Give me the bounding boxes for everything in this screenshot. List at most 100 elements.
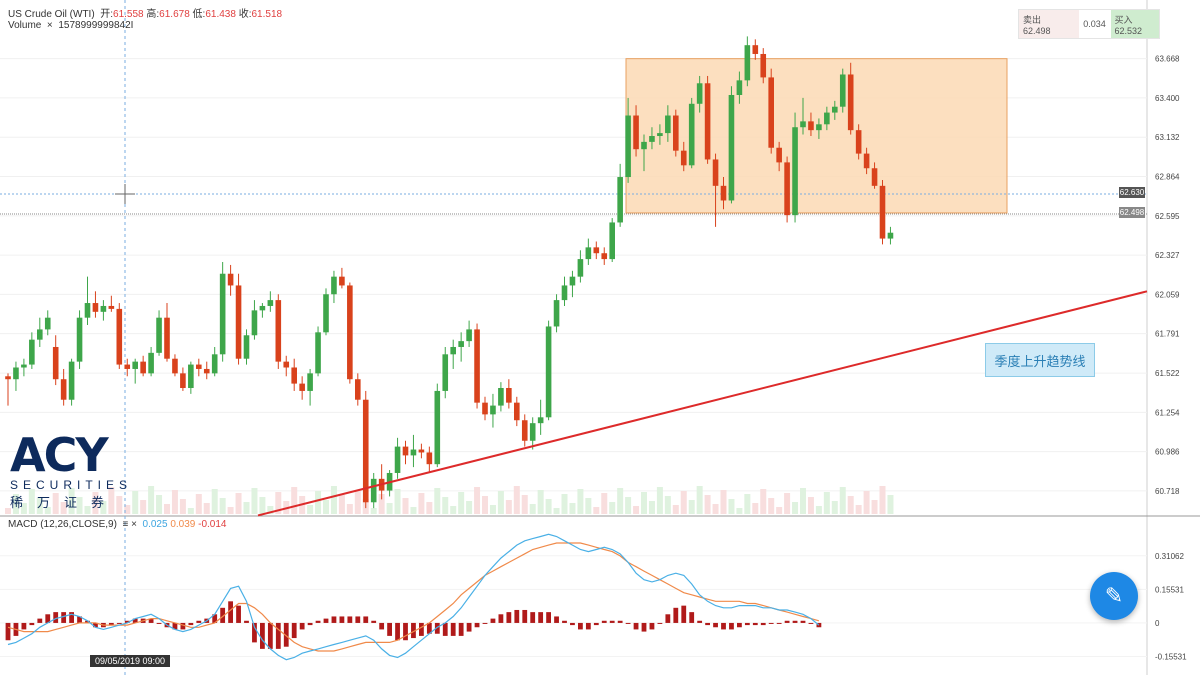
volume-bar xyxy=(839,487,846,514)
macd-histogram-bar xyxy=(252,622,257,643)
volume-value: 1578999999842I xyxy=(58,20,134,31)
macd-histogram-bar xyxy=(244,620,249,623)
volume-bar xyxy=(116,496,123,514)
close-value: 61.518 xyxy=(251,9,283,20)
last-price-tag: 62.498 xyxy=(1119,207,1145,218)
macd-histogram-bar xyxy=(697,620,703,623)
macd-histogram-bar xyxy=(61,612,67,623)
edit-button[interactable]: ✎ xyxy=(1090,572,1138,620)
candle-body xyxy=(323,294,329,333)
ohlc-header: US Crude Oil (WTI) 开:61.558 高:61.678 低:6… xyxy=(8,5,282,20)
volume-bar xyxy=(800,488,806,514)
candle-body xyxy=(21,364,27,368)
macd-histogram-bar xyxy=(379,622,385,630)
macd-menu-icon[interactable]: ≡ × xyxy=(122,519,137,530)
volume-bar xyxy=(330,486,337,514)
macd-histogram-bar xyxy=(617,620,623,623)
price-tick-label: 63.400 xyxy=(1155,94,1180,103)
volume-bar xyxy=(354,490,361,514)
sell-button[interactable]: 卖出 62.498 xyxy=(1019,10,1079,38)
candle-body xyxy=(5,376,11,380)
macd-histogram-bar xyxy=(299,622,305,630)
candle-body xyxy=(569,276,576,286)
volume-bar xyxy=(426,502,433,514)
candle-body xyxy=(219,273,226,355)
volume-bar xyxy=(132,491,139,514)
price-tick-label: 62.059 xyxy=(1155,290,1180,299)
candle-body xyxy=(140,361,146,374)
volume-close-icon[interactable]: × xyxy=(46,20,53,31)
candle-body xyxy=(331,276,337,295)
macd-histogram-bar xyxy=(800,620,806,623)
candle-body xyxy=(720,185,727,201)
volume-bar xyxy=(442,497,449,514)
candle-body xyxy=(601,253,608,260)
volume-bar xyxy=(474,487,481,514)
macd-histogram-bar xyxy=(411,622,416,639)
volume-bar xyxy=(776,507,783,514)
volume-bar xyxy=(243,502,250,514)
macd-histogram-bar xyxy=(283,622,289,647)
crosshair-date-tag: 09/05/2019 09:00 xyxy=(90,655,171,667)
trendline-annotation[interactable]: 季度上升趋势线 xyxy=(985,343,1095,377)
volume-bar xyxy=(76,497,83,514)
price-tick-label: 61.254 xyxy=(1155,408,1180,417)
volume-bar xyxy=(323,500,329,514)
macd-histogram-bar xyxy=(657,622,663,624)
candle-body xyxy=(37,329,43,340)
candle-body xyxy=(824,112,830,125)
volume-bar xyxy=(108,487,115,514)
candle-body xyxy=(696,83,703,104)
candle-body xyxy=(529,423,536,441)
macd-histogram-bar xyxy=(585,622,591,630)
candle-body xyxy=(688,103,695,166)
volume-bar xyxy=(84,506,91,514)
candle-body xyxy=(704,83,711,160)
candle-body xyxy=(172,358,178,374)
volume-bar xyxy=(529,504,536,514)
volume-bar xyxy=(386,503,393,514)
volume-bar xyxy=(712,504,719,514)
volume-bar xyxy=(696,486,703,514)
candle-body xyxy=(442,354,449,391)
candle-body xyxy=(816,124,822,131)
macd-tick-label: -0.15531 xyxy=(1155,653,1187,662)
volume-label: Volume xyxy=(8,20,42,31)
candle-body xyxy=(362,399,369,503)
candle-body xyxy=(506,388,512,403)
volume-bar xyxy=(489,505,496,514)
volume-bar xyxy=(513,486,520,514)
macd-histogram-bar xyxy=(466,622,472,632)
volume-bar xyxy=(625,497,632,514)
candle-body xyxy=(490,405,496,415)
macd-histogram-bar xyxy=(371,620,377,623)
volume-bar xyxy=(370,508,377,514)
macd-histogram-bar xyxy=(124,620,130,623)
volume-bar xyxy=(394,489,401,514)
candle-body xyxy=(760,53,767,78)
candle-body xyxy=(402,446,409,456)
signal-line xyxy=(7,542,820,652)
volume-bar xyxy=(171,490,178,514)
price-tick-label: 61.522 xyxy=(1155,369,1180,378)
candle-body xyxy=(203,368,210,374)
volume-bar xyxy=(338,495,345,514)
buy-button[interactable]: 买入 62.532 xyxy=(1110,10,1160,38)
candle-body xyxy=(585,247,592,260)
macd-label: MACD (12,26,CLOSE,9) xyxy=(8,519,117,530)
macd-histogram-bar xyxy=(721,622,726,630)
macd-histogram-bar xyxy=(37,618,43,623)
range-box xyxy=(625,58,1008,214)
volume-bar xyxy=(68,488,75,514)
volume-bar xyxy=(617,488,624,514)
candle-body xyxy=(537,417,544,424)
volume-bar xyxy=(736,508,743,514)
candle-body xyxy=(617,177,623,223)
macd-histogram-bar xyxy=(752,622,758,626)
volume-bar xyxy=(251,488,258,514)
volume-bar xyxy=(44,507,51,514)
volume-bar xyxy=(879,486,886,514)
candle-body xyxy=(752,45,759,54)
volume-bar xyxy=(601,493,608,514)
